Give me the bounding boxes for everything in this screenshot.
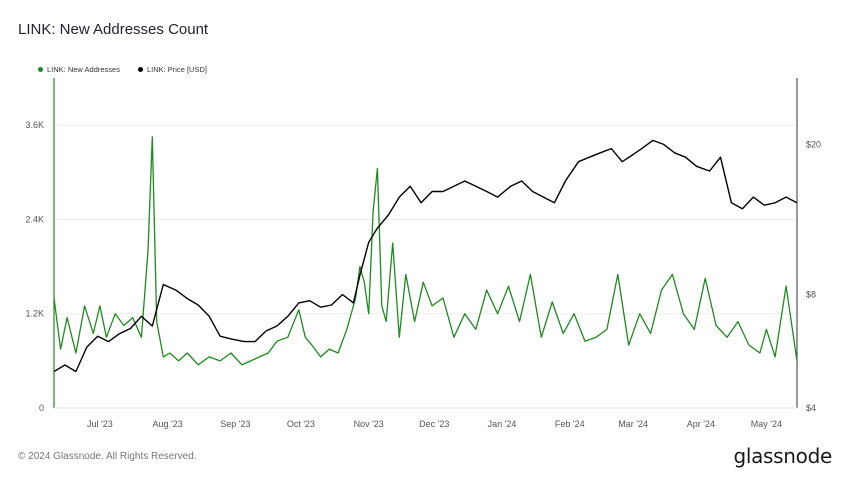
series-lines <box>53 136 798 373</box>
x-tick-0: Jul '23 <box>87 419 113 429</box>
copyright-text: © 2024 Glassnode. All Rights Reserved. <box>18 451 197 462</box>
x-tick-3: Oct '23 <box>287 419 315 429</box>
series-line-price <box>53 139 798 373</box>
y-right-tick-1: $8 <box>806 289 816 299</box>
chart-legend: LINK: New Addresses LINK: Price [USD] <box>38 65 207 74</box>
y-left-tick-0: 0 <box>39 403 44 413</box>
y-right-tick-0: $4 <box>806 403 816 413</box>
y-right-tick-2: $20 <box>806 139 821 149</box>
x-tick-8: Mar '24 <box>618 419 648 429</box>
tick-labels: 0 1.2K 2.4K 3.6K $4 $8 $20 Jul '23 Aug '23 Sep '2… <box>25 120 821 429</box>
series-line-new-addresses <box>53 136 798 366</box>
x-tick-9: Apr '24 <box>687 419 715 429</box>
x-tick-1: Aug '23 <box>153 419 183 429</box>
legend-label-addresses: LINK: New Addresses <box>47 65 120 74</box>
x-tick-5: Dec '23 <box>419 419 449 429</box>
legend-item-addresses[interactable]: LINK: New Addresses <box>38 65 120 74</box>
y-left-tick-3: 3.6K <box>25 120 44 130</box>
x-tick-7: Feb '24 <box>555 419 585 429</box>
legend-label-price: LINK: Price [USD] <box>146 65 207 74</box>
page-title: LINK: New Addresses Count <box>18 21 209 38</box>
axes <box>53 78 798 409</box>
x-tick-2: Sep '23 <box>220 419 250 429</box>
legend-dot-price <box>137 67 143 72</box>
x-tick-10: May '24 <box>751 419 782 429</box>
x-tick-6: Jan '24 <box>488 419 517 429</box>
grid-lines <box>54 124 797 315</box>
glassnode-logo[interactable]: glassnode <box>733 444 832 468</box>
legend-item-price[interactable]: LINK: Price [USD] <box>137 65 207 74</box>
y-left-tick-1: 1.2K <box>25 309 44 319</box>
legend-dot-addresses <box>38 67 43 72</box>
y-left-tick-2: 2.4K <box>25 214 44 224</box>
x-tick-4: Nov '23 <box>354 419 384 429</box>
